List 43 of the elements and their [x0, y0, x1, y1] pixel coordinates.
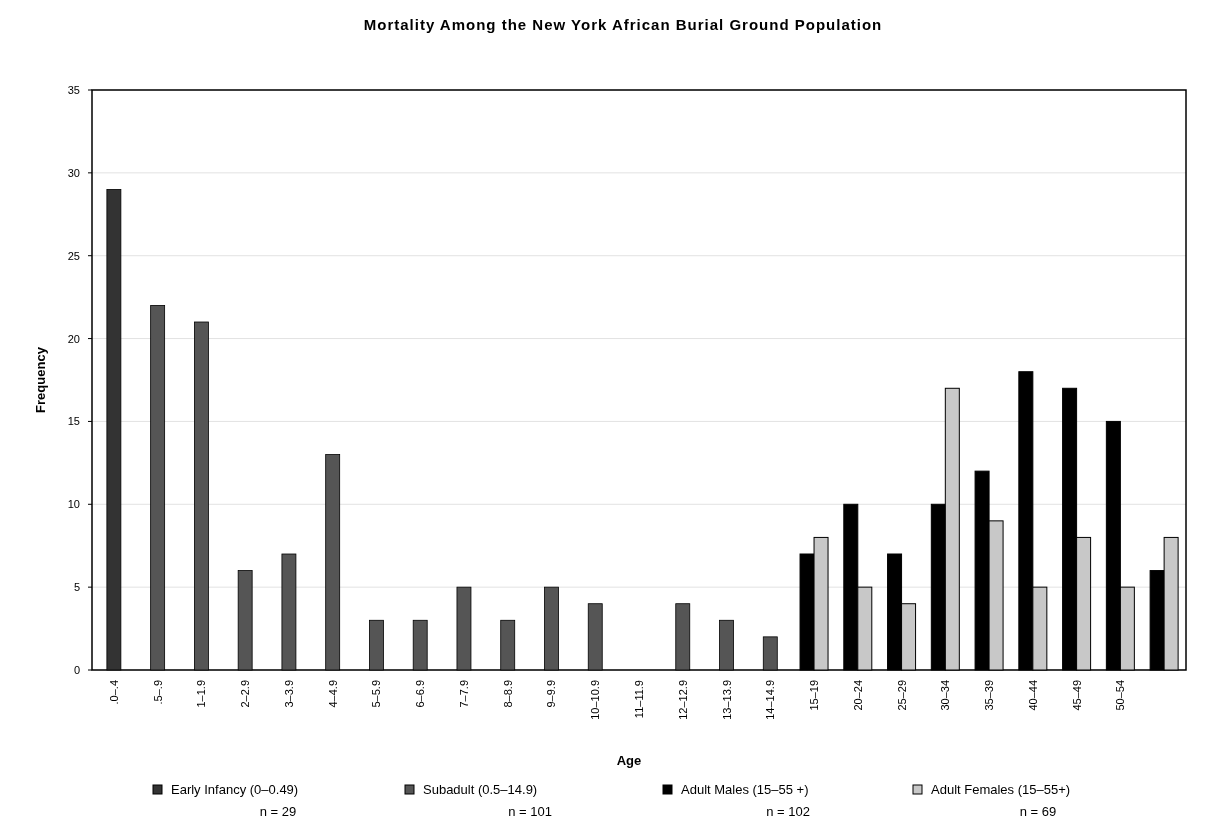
- x-tick-label: 5–5.9: [370, 680, 383, 708]
- x-tick-label: 8–8.9: [501, 680, 514, 708]
- text: n = 69: [1019, 804, 1057, 819]
- x-tick-label: 6–6.9: [414, 680, 427, 708]
- y-tick-label: 15: [67, 415, 80, 428]
- x-tick-label: 25–29: [895, 680, 908, 711]
- x-tick-label: 14–14.9: [764, 680, 777, 720]
- x-tick-label: 12–12.9: [676, 680, 689, 720]
- x-tick-label: 4–4.9: [326, 680, 339, 708]
- x-tick-label: 50–54: [1114, 680, 1127, 711]
- y-axis-title: Frequency: [33, 346, 48, 413]
- x-tick-label: 30–34: [939, 680, 952, 711]
- x-tick-label: 11–11.9: [633, 680, 645, 719]
- legend-label: Adult Females (15–55+): [931, 782, 1071, 797]
- x-tick-label: 35–39: [983, 680, 996, 711]
- x-tick-label: 20–24: [851, 680, 864, 711]
- chart-title: Mortality Among the New York African Burial Ground Population: [363, 16, 883, 33]
- legend-label: Early Infancy (0–0.49): [171, 782, 299, 797]
- x-tick-label: 7–7.9: [457, 680, 470, 708]
- x-tick-label: .0–.4: [107, 680, 120, 705]
- x-tick-label: 9–9.9: [545, 680, 558, 708]
- x-tick-label: 3–3.9: [282, 680, 295, 708]
- x-tick-label: 45–49: [1070, 680, 1083, 711]
- x-axis-title: Age: [616, 753, 642, 768]
- x-tick-label: 13–13.9: [720, 680, 733, 720]
- y-tick-label: 5: [73, 581, 80, 594]
- text: n = 29: [259, 804, 297, 819]
- x-tick-label: 2–2.9: [239, 680, 252, 708]
- legend-label: Adult Males (15–55 +): [681, 782, 809, 797]
- legend-label: Subadult (0.5–14.9): [423, 782, 538, 797]
- x-tick-label: 40–44: [1026, 680, 1039, 711]
- y-tick-label: 20: [67, 332, 80, 345]
- text: n = 102: [766, 804, 810, 819]
- x-tick-label: 1–1.9: [195, 680, 208, 708]
- y-tick-label: 25: [67, 249, 80, 262]
- text: n = 101: [508, 804, 552, 819]
- x-tick-label: 15–19: [808, 680, 821, 711]
- y-tick-label: 0: [73, 664, 80, 676]
- y-tick-label: 35: [67, 84, 80, 96]
- x-tick-label: .5–.9: [151, 680, 164, 705]
- y-tick-label: 10: [67, 498, 80, 511]
- x-tick-label: 10–10.9: [589, 680, 602, 720]
- y-tick-label: 30: [67, 166, 80, 179]
